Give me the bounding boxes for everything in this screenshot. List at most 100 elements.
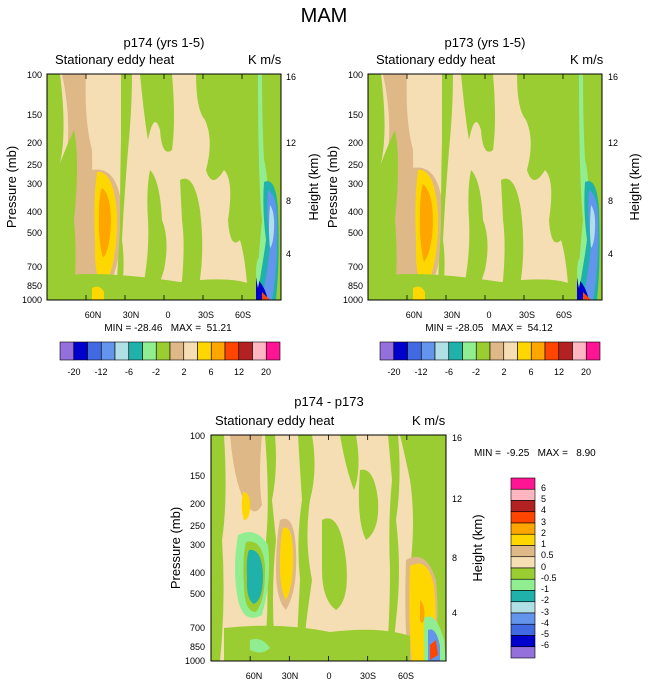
colorbar-swatch [510,545,536,558]
y-tick-label: 1000 [185,656,205,666]
y-tick-label: 400 [348,207,363,217]
colorbar-swatch [510,511,536,524]
colorbar-label: 0.5 [541,550,554,560]
y-axis-label-right: Height (km) [627,153,642,220]
contour-field [47,74,281,300]
panel-units: K m/s [570,52,604,67]
colorbar-label: 2 [501,367,506,377]
height-tick-label: 8 [452,553,457,563]
colorbar-label: -1 [541,584,549,594]
y-tick-label: 400 [27,207,42,217]
colorbar-swatch [393,341,408,361]
panel-title: p173 (yrs 1-5) [445,35,526,50]
colorbar-swatch [510,522,536,535]
figure-title: MAM [301,5,348,27]
height-tick-label: 8 [608,196,613,206]
y-tick-label: 150 [348,110,363,120]
y-axis-label-right: Height (km) [470,514,485,581]
y-tick-label: 500 [27,228,42,238]
y-ticks-right: 16 12 8 4 [608,72,618,259]
colorbar-label: 20 [581,367,591,377]
colorbar-label: 2 [181,367,186,377]
colorbar-swatch [510,556,536,569]
x-tick-label: 0 [165,310,170,320]
colorbar-swatch [510,567,536,580]
colorbar-swatch [510,646,536,659]
colorbar-label: 1 [541,539,546,549]
colorbar-label: -2 [541,595,549,605]
colorbar-swatch [252,341,267,361]
colorbar-label: 3 [541,517,546,527]
y-tick-label: 100 [27,70,42,80]
y-tick-label: 200 [27,138,42,148]
panel-units: K m/s [248,52,282,67]
colorbar-swatch [530,341,546,361]
colorbar-label: -6 [125,367,133,377]
colorbar-label: -0.5 [541,573,557,583]
colorbar-vertical: 6 5 4 3 2 1 0.5 0 -0.5 -1 -2 -3 -4 -5 -6 [510,477,557,659]
colorbar-swatch [100,341,116,361]
panel-p174: p174 (yrs 1-5) Stationary eddy heat K m/… [4,35,321,377]
y-tick-label: 700 [190,623,205,633]
y-tick-label: 100 [190,431,205,441]
x-tick-label: 60S [556,310,572,320]
min-max-stats: MIN = -9.25 MAX = 8.90 [474,448,596,459]
colorbar-label: -3 [541,607,549,617]
colorbar-label: 20 [261,367,271,377]
x-ticks: 60N 30N 0 30S 60S [406,310,572,320]
contour-field [211,435,446,661]
y-tick-label: 250 [348,160,363,170]
height-tick-label: 16 [608,72,618,82]
colorbar-label: 12 [234,367,244,377]
colorbar-swatch [197,341,212,361]
colorbar-swatch [510,623,536,636]
colorbar-label: -6 [541,640,549,650]
colorbar-swatch [489,341,505,361]
x-ticks: 60N 30N 0 30S 60S [85,310,251,320]
colorbar-swatch [510,477,536,490]
colorbar-swatch [142,341,157,361]
x-tick-label: 30N [282,671,299,681]
panel-difference: p174 - p173 Stationary eddy heat K m/s [168,394,596,681]
contour-field [368,74,602,300]
colorbar-label: -6 [445,367,453,377]
height-tick-label: 12 [608,138,618,148]
colorbar-label: 5 [541,494,546,504]
colorbar-swatch [510,488,536,501]
y-tick-label: 700 [27,262,42,272]
y-tick-label: 200 [348,138,363,148]
height-tick-label: 16 [452,433,462,443]
x-tick-label: 30N [123,310,140,320]
y-tick-label: 200 [190,499,205,509]
colorbar-swatch [475,341,491,361]
height-tick-label: 12 [452,494,462,504]
colorbar-swatch [407,341,422,361]
colorbar-swatch [183,341,198,361]
x-tick-label: 0 [486,310,491,320]
y-tick-label: 300 [27,179,42,189]
colorbar-label: -12 [414,367,427,377]
y-ticks-left: 100 150 200 250 300 400 500 700 850 1000 [185,431,205,666]
colorbar-swatch [169,341,185,361]
panel-subtitle: Stationary eddy heat [215,413,335,428]
y-tick-label: 700 [348,262,363,272]
colorbar-swatch [510,500,536,513]
colorbar-label: -12 [94,367,107,377]
colorbar-swatch [448,341,463,361]
y-tick-label: 100 [348,70,363,80]
x-tick-label: 60N [406,310,423,320]
y-tick-label: 500 [348,228,363,238]
panel-p173: p173 (yrs 1-5) Stationary eddy heat K m/… [325,35,642,377]
x-tick-label: 60S [398,671,414,681]
y-ticks-right: 16 12 8 4 [452,433,462,618]
y-tick-label: 1000 [22,295,42,305]
colorbar-swatch [434,341,450,361]
panel-units: K m/s [412,413,446,428]
x-tick-label: 30N [444,310,461,320]
y-ticks-left: 100 150 200 250 300 400 500 700 850 1000 [22,70,42,305]
y-tick-label: 1000 [343,295,363,305]
colorbar-label: 6 [541,483,546,493]
y-axis-label: Pressure (mb) [168,507,183,589]
colorbar-swatch [462,341,477,361]
y-ticks-right: 16 12 8 4 [286,72,296,259]
